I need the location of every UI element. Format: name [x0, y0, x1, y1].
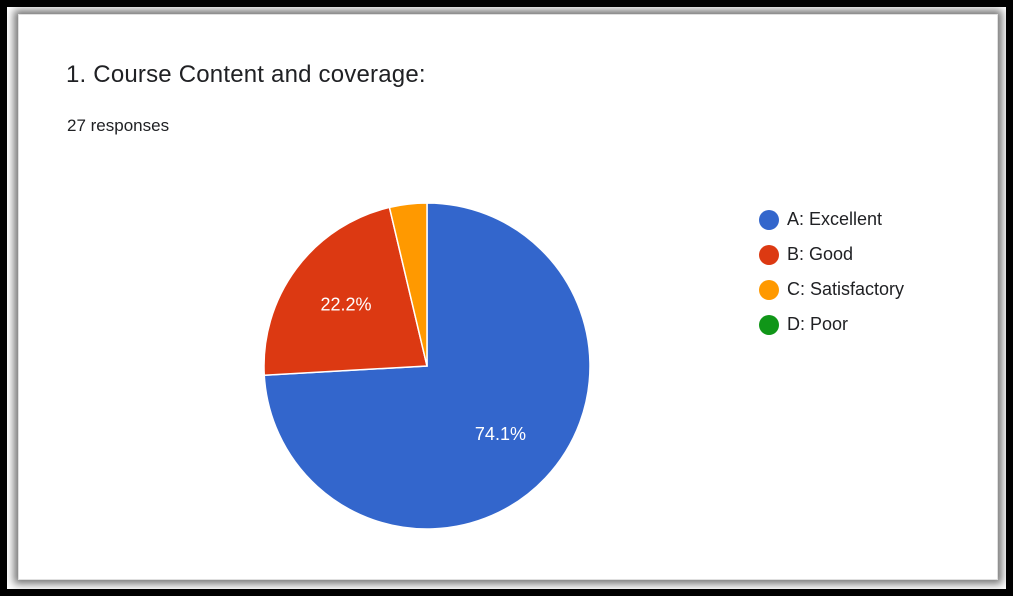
pie-slice-3[interactable]: [388, 202, 428, 367]
legend-label: C: Satisfactory: [787, 279, 905, 299]
slice-data-label-1: 74.1%: [475, 424, 526, 444]
legend-label: B: Good: [787, 244, 854, 264]
legend-item-2[interactable]: B: Good: [759, 237, 904, 272]
legend-label: A: Excellent: [787, 209, 883, 229]
legend-swatch-icon: [759, 244, 779, 265]
legend-swatch-icon: [759, 314, 779, 335]
legend-item-4[interactable]: D: Poor: [759, 307, 904, 342]
question-title: 1. Course Content and coverage:: [66, 61, 426, 88]
legend-label: D: Poor: [787, 314, 849, 334]
slice-data-label-2: 22.2%: [320, 294, 371, 314]
legend-item-1[interactable]: A: Excellent: [759, 202, 904, 237]
legend-item-3[interactable]: C: Satisfactory: [759, 272, 904, 307]
pie-slice-2[interactable]: [263, 206, 428, 377]
response-card: 1. Course Content and coverage: 27 respo…: [18, 14, 998, 580]
legend: A: Excellent B: Good C: Satisfactory D: Poo…: [759, 202, 904, 342]
pie-chart: 74.1% 22.2%: [263, 202, 591, 530]
legend-swatch-icon: [759, 209, 779, 230]
response-count: 27 responses: [67, 116, 170, 135]
legend-swatch-icon: [759, 279, 779, 300]
